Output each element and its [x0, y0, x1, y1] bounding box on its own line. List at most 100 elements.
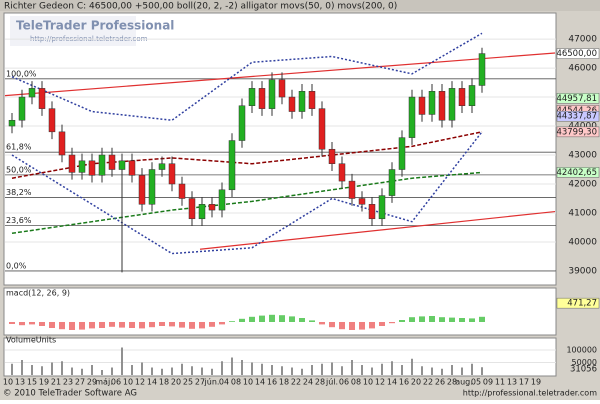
bar: [39, 322, 45, 326]
bar: [149, 322, 155, 328]
bar: [191, 366, 193, 375]
x-tick-label: máj.: [95, 378, 112, 387]
candle-body: [128, 160, 136, 176]
bar: [119, 322, 125, 328]
candle-body: [468, 85, 476, 106]
bar: [289, 316, 295, 322]
y-tick-label: 39000: [568, 266, 597, 276]
fib-label: 50,0%: [6, 165, 32, 174]
bar: [221, 361, 223, 375]
last-volume-label: 31056: [570, 365, 597, 375]
candle-body: [118, 160, 126, 170]
y-tick-label: 47000: [568, 35, 597, 45]
bar: [311, 365, 313, 375]
candle-body: [398, 137, 406, 170]
x-tick-label: 22: [423, 378, 433, 387]
x-tick-label: 27: [195, 378, 205, 387]
bar: [399, 320, 405, 322]
candle-body: [338, 163, 346, 182]
bar: [319, 322, 325, 325]
bar: [329, 322, 335, 328]
bar: [341, 366, 343, 375]
bar: [381, 363, 383, 375]
candle-body: [28, 88, 36, 98]
bar: [259, 315, 265, 322]
candle-body: [198, 204, 206, 220]
fib-label: 38,2%: [6, 188, 32, 197]
price-panel: [3, 12, 557, 286]
candle-body: [378, 195, 386, 220]
fib-label: 23,6%: [6, 216, 32, 225]
x-tick-label: júl.: [325, 378, 338, 387]
bar: [99, 322, 105, 328]
bar: [481, 367, 483, 375]
x-tick-label: 05: [471, 378, 481, 387]
bar: [141, 362, 143, 375]
bar: [479, 316, 485, 322]
bar: [41, 366, 43, 375]
candle-body: [58, 131, 66, 156]
bar: [321, 363, 323, 375]
price-label: 44337,87: [556, 112, 597, 122]
bar: [279, 315, 285, 322]
candle-body: [68, 154, 76, 173]
bar: [51, 362, 53, 375]
y-tick-label: 46000: [568, 64, 597, 74]
bar: [251, 362, 253, 375]
bar: [29, 322, 35, 325]
bar: [461, 367, 463, 375]
x-tick-label: 28: [447, 378, 457, 387]
bar: [309, 320, 315, 322]
bar: [369, 322, 375, 329]
bar: [451, 365, 453, 375]
price-label: 44957,81: [556, 94, 597, 104]
bar: [411, 358, 413, 375]
candle-body: [308, 91, 316, 109]
bar: [439, 317, 445, 322]
bar: [281, 366, 283, 375]
bar: [401, 365, 403, 375]
indicator-line: [11, 32, 483, 122]
bar: [189, 322, 195, 329]
header-bar: [0, 0, 600, 11]
x-tick-label: 24: [303, 378, 313, 387]
bar: [421, 366, 423, 375]
bar: [69, 322, 75, 330]
bar: [201, 367, 203, 375]
bar: [111, 367, 113, 375]
x-tick-label: aug.: [455, 378, 473, 387]
x-tick-label: 16: [267, 378, 277, 387]
x-tick-label: 13: [507, 378, 517, 387]
fib-label: 100,0%: [6, 69, 37, 78]
bar: [359, 322, 365, 330]
price-label-box: [556, 48, 600, 59]
candle-body: [8, 119, 16, 127]
bar: [229, 321, 235, 322]
bar: [49, 322, 55, 328]
x-tick-label: 20: [411, 378, 421, 387]
bar: [159, 322, 165, 326]
bar: [471, 363, 473, 375]
bar: [249, 316, 255, 322]
x-tick-label: 22: [291, 378, 301, 387]
volume-panel: [3, 337, 557, 377]
x-tick-label: 21: [51, 378, 61, 387]
y-tick-label: 100000: [566, 346, 597, 355]
bar: [169, 322, 175, 327]
bar: [11, 363, 13, 375]
candle-body: [428, 91, 436, 115]
footer-copyright: © 2010 TeleTrader Software AG: [3, 389, 137, 399]
candle-body: [188, 198, 196, 220]
value-label-box: [556, 297, 600, 309]
bar: [219, 322, 225, 325]
price-label: 43799,30: [556, 127, 597, 137]
bar: [109, 322, 115, 327]
price-label-box: [556, 167, 600, 178]
candle-body: [358, 198, 366, 205]
candle-body: [88, 160, 96, 176]
bar: [231, 357, 233, 375]
bar: [31, 365, 33, 375]
bar: [449, 317, 455, 322]
y-tick-label: 40000: [568, 237, 597, 247]
